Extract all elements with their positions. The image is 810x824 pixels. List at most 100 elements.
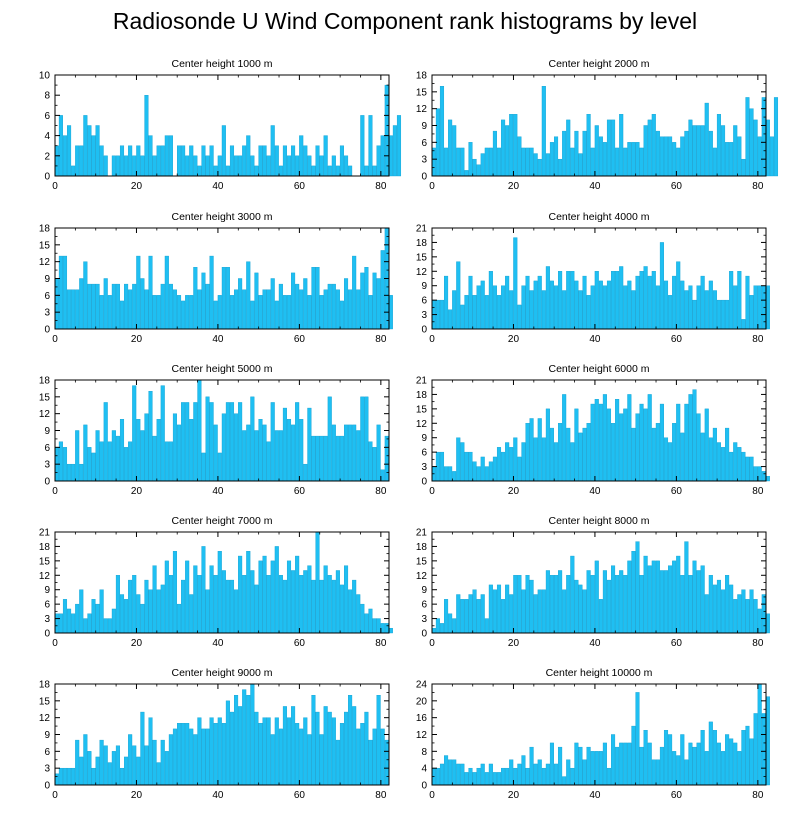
histogram-bar (480, 594, 485, 634)
histogram-bar (303, 463, 308, 482)
histogram-bar (258, 145, 263, 177)
histogram-bar (488, 763, 493, 786)
x-tick-label: 80 (752, 334, 764, 345)
histogram-bar (250, 155, 255, 177)
histogram-bar (152, 565, 157, 634)
histogram-bar (635, 413, 640, 482)
y-tick-label: 6 (44, 111, 50, 122)
histogram-bar (67, 125, 72, 177)
histogram-bar (725, 142, 730, 177)
histogram-bar (639, 403, 644, 482)
histogram-bar (262, 555, 267, 634)
histogram-bar (193, 565, 198, 634)
histogram-bar (372, 728, 377, 786)
histogram-bar (521, 147, 526, 177)
y-tick-label: 0 (44, 629, 50, 640)
x-tick-label: 40 (212, 334, 224, 345)
histogram-bar (631, 290, 636, 330)
y-tick-label: 9 (421, 121, 427, 132)
histogram-bar (58, 613, 63, 634)
histogram-bar (611, 734, 616, 786)
histogram-bar (197, 289, 202, 330)
y-tick-label: 21 (416, 528, 428, 539)
histogram-bar (148, 135, 153, 177)
histogram-bar (295, 555, 300, 634)
histogram-bar (729, 584, 734, 634)
histogram-bar (464, 295, 469, 330)
histogram-bar (513, 437, 518, 482)
histogram-bar (172, 728, 177, 786)
x-tick-label: 60 (671, 486, 683, 497)
panel-title: Center height 7000 m (172, 515, 273, 527)
histogram-bar (672, 560, 677, 634)
histogram-bar (315, 435, 320, 482)
histogram-bar (185, 295, 190, 330)
histogram-bar (380, 250, 385, 330)
histogram-bar (221, 413, 226, 482)
histogram-bar (623, 575, 628, 634)
histogram-bar (234, 289, 239, 330)
histogram-bar (505, 584, 510, 634)
histogram-bar (364, 613, 369, 634)
histogram-bar (635, 692, 640, 786)
y-tick-label: 12 (39, 571, 51, 582)
histogram-bar (501, 119, 506, 177)
histogram-bar (344, 155, 349, 177)
histogram-bar (619, 266, 624, 330)
histogram-bar (659, 570, 664, 634)
histogram-bar (586, 114, 591, 177)
histogram-bar (684, 130, 689, 177)
histogram-bar (348, 165, 353, 177)
histogram-bar (444, 147, 449, 177)
histogram-bar (213, 723, 218, 786)
y-tick-label: 15 (39, 696, 51, 707)
x-tick-label: 80 (752, 638, 764, 649)
histogram-bar (164, 751, 169, 786)
histogram-bar (124, 447, 129, 482)
histogram-bar (484, 295, 489, 330)
histogram-bar (148, 717, 153, 786)
y-tick-label: 18 (39, 542, 51, 553)
histogram-bar (323, 565, 328, 634)
histogram-bar (615, 271, 620, 330)
histogram-bar (448, 466, 453, 482)
histogram-bar (295, 402, 300, 482)
y-tick-label: 6 (421, 600, 427, 611)
histogram-bar (627, 142, 632, 177)
histogram-bar (582, 427, 587, 482)
histogram-bar (83, 424, 88, 482)
histogram-bar (741, 589, 746, 634)
histogram-bar (274, 300, 279, 330)
histogram-bar (254, 272, 259, 330)
histogram-bar (380, 135, 385, 177)
histogram-bar (594, 271, 599, 330)
histogram-bar (201, 272, 206, 330)
histogram-bar (676, 147, 681, 177)
histogram-bar (554, 442, 559, 482)
histogram-bar (716, 742, 721, 786)
y-tick-label: 3 (44, 460, 50, 471)
x-tick-label: 60 (671, 181, 683, 192)
histogram-bar (193, 734, 198, 786)
histogram-bar (103, 402, 108, 482)
histogram-bar (472, 158, 477, 177)
histogram-bar (456, 594, 461, 634)
histogram-bar (75, 145, 80, 177)
histogram-bar (716, 579, 721, 634)
histogram-bar (270, 402, 275, 482)
histogram-bar (533, 437, 538, 482)
histogram-bar (488, 461, 493, 482)
histogram-bar (262, 424, 267, 482)
histogram-bar (238, 555, 243, 634)
histogram-bar (303, 717, 308, 786)
histogram-bar (488, 271, 493, 330)
histogram-bar (356, 594, 361, 634)
histogram-panel: Center height 7000 m 0 20 40 60 80 0 3 6 9 12 15 18 2… (39, 515, 393, 649)
histogram-bar (549, 742, 554, 786)
y-tick-label: 21 (39, 528, 51, 539)
histogram-bar (319, 295, 324, 330)
histogram-bar (67, 289, 72, 330)
histogram-bar (156, 295, 161, 330)
histogram-bar (586, 570, 591, 634)
histogram-bar (205, 283, 210, 330)
